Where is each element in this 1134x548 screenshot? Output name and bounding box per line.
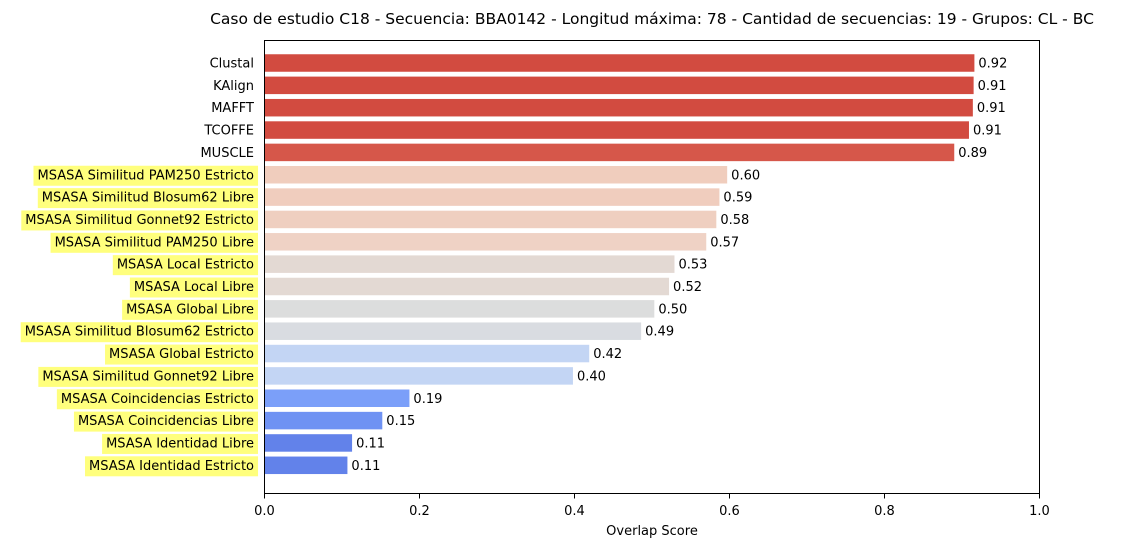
y-tick-label: MSASA Coincidencias Libre [78,414,254,429]
y-tick-label: MUSCLE [200,146,254,161]
y-tick-label: MSASA Identidad Libre [106,436,254,451]
label-highlight [102,433,258,454]
label-highlight [56,389,259,410]
bar [264,210,717,229]
bar [264,456,348,475]
value-label: 0.53 [678,258,707,273]
value-label: 0.91 [973,124,1002,139]
x-axis-label: Overlap Score [606,524,698,539]
bar [264,300,655,318]
y-tick-label: MSASA Local Estricto [117,258,254,273]
y-tick-label: MSASA Coincidencias Estricto [61,392,254,407]
value-label: 0.57 [710,235,739,250]
bar [264,255,675,273]
value-labels: 0.92 0.91 0.91 0.91 0.89 0.60 0.59 0.58 0.570.53… [351,57,1007,474]
label-highlight [21,210,259,231]
y-tick-label: Clustal [210,57,254,72]
y-tick-label: MSASA Similitud Gonnet92 Estricto [25,213,254,228]
x-tick-label: 0.8 [874,504,895,519]
x-tick-label: 1.0 [1029,504,1050,519]
value-label: 0.52 [673,280,702,295]
y-tick-label: MSASA Similitud Blosum62 Estricto [25,325,254,340]
bar [264,143,955,162]
x-tick-label: 0.0 [254,504,275,519]
bar [264,344,590,363]
label-highlight [73,411,259,432]
chart-title: Caso de estudio C18 - Secuencia: BBA0142… [210,10,1094,28]
y-tick-label: MSASA Similitud Blosum62 Libre [42,191,254,206]
bar [264,434,353,452]
label-highlight [33,165,259,186]
value-label: 0.49 [645,325,674,340]
value-label: 0.91 [977,101,1006,116]
y-tick-label: MSASA Global Estricto [109,347,254,362]
value-label: 0.60 [731,168,760,183]
bar [264,76,974,95]
label-highlight [20,322,259,343]
bar [264,322,642,340]
y-tick-label: TCOFFE [203,124,254,139]
bar [264,188,720,206]
y-tick-label: MAFFT [211,101,254,116]
label-highlight [129,277,258,298]
y-tick-label: MSASA Identidad Estricto [89,459,254,474]
value-label: 0.19 [413,392,442,407]
label-highlight [122,299,258,320]
label-highlight [37,188,259,209]
bar [264,411,383,430]
x-axis-ticks: 0.0 0.2 0.4 0.6 0.8 1.0 [254,493,1050,519]
y-tick-label: MSASA Similitud Gonnet92 Libre [42,369,254,384]
y-tick-label: KAlign [213,79,254,94]
value-label: 0.50 [658,302,687,317]
label-highlight [105,344,259,365]
bar [264,367,573,385]
label-highlight [38,366,258,387]
label-highlight [112,255,259,276]
value-label: 0.11 [351,459,380,474]
bar [264,233,707,251]
plot-frame [264,40,1040,494]
x-tick-label: 0.4 [564,504,585,519]
x-tick-label: 0.6 [719,504,740,519]
bars-layer [264,54,975,475]
bar [264,54,975,72]
value-label: 0.42 [593,347,622,362]
value-label: 0.58 [720,213,749,228]
value-label: 0.91 [978,79,1007,94]
bar [264,166,728,184]
bar [264,121,969,139]
y-tick-label: MSASA Similitud PAM250 Libre [55,235,254,250]
y-tick-label: MSASA Similitud PAM250 Estricto [37,168,254,183]
label-highlight [85,456,259,477]
value-label: 0.59 [723,191,752,206]
bar [264,389,410,407]
value-label: 0.40 [577,369,606,384]
value-label: 0.15 [386,414,415,429]
y-tick-label: MSASA Global Libre [126,302,254,317]
label-highlight [50,232,258,253]
bar [264,277,670,296]
x-tick-label: 0.2 [409,504,430,519]
value-label: 0.89 [958,146,987,161]
value-label: 0.92 [978,57,1007,72]
value-label: 0.11 [356,436,385,451]
y-tick-label: MSASA Local Libre [134,280,254,295]
y-axis-labels: Clustal KAlign MAFFT TCOFFE MUSCLE MSASA Simi… [20,57,259,477]
bar [264,98,973,117]
